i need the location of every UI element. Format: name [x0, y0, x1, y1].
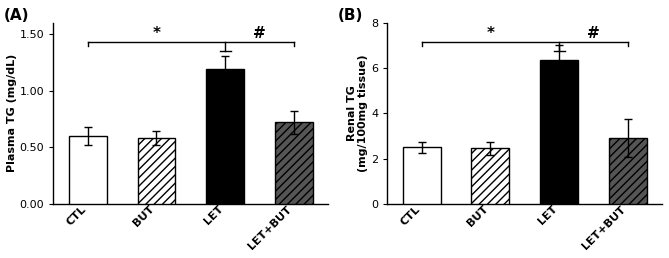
Y-axis label: Renal TG
(mg/100mg tissue): Renal TG (mg/100mg tissue): [347, 54, 369, 172]
Bar: [540, 60, 578, 204]
Bar: [472, 148, 509, 204]
Bar: [275, 122, 312, 204]
Bar: [69, 136, 106, 204]
Text: *: *: [486, 26, 494, 41]
Text: (A): (A): [4, 8, 29, 23]
Bar: [403, 147, 440, 204]
Text: *: *: [153, 26, 161, 41]
Bar: [206, 69, 244, 204]
Bar: [138, 138, 175, 204]
Y-axis label: Plasma TG (mg/dL): Plasma TG (mg/dL): [7, 54, 17, 172]
Text: #: #: [253, 26, 266, 41]
Text: (B): (B): [338, 8, 363, 23]
Text: #: #: [587, 26, 599, 41]
Bar: [609, 138, 647, 204]
